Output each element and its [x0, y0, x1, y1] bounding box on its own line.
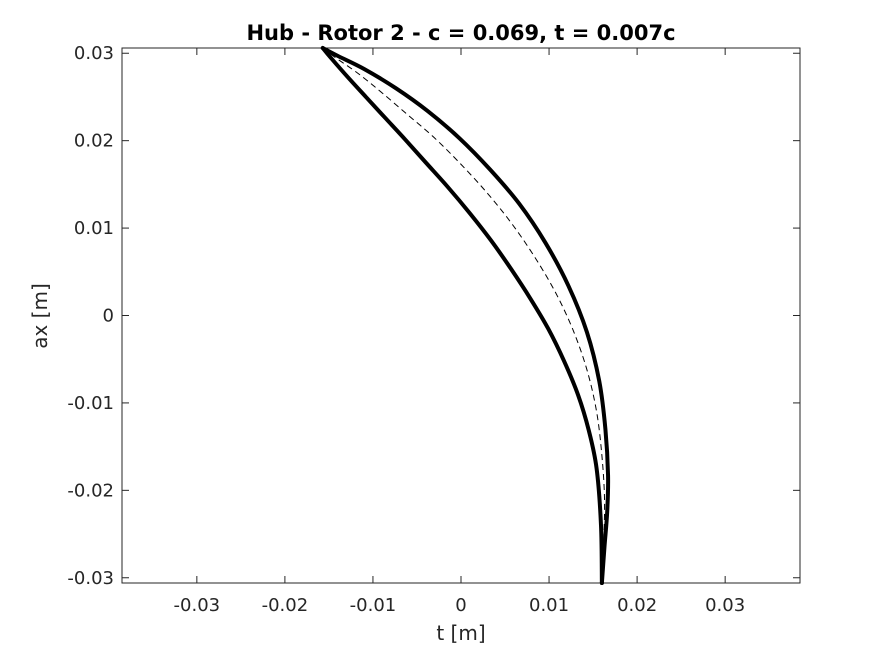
x-tick-label: 0.01: [529, 595, 569, 616]
y-tick-label: 0.02: [74, 131, 114, 152]
chart-title: Hub - Rotor 2 - c = 0.069, t = 0.007c: [246, 21, 675, 45]
suction-side-series: [320, 46, 611, 585]
y-tick-label: -0.02: [67, 480, 114, 501]
y-tick-label: 0: [103, 306, 114, 327]
x-tick-label: -0.01: [350, 595, 397, 616]
x-tick-label: -0.02: [262, 595, 309, 616]
y-tick-label: -0.03: [67, 568, 114, 589]
x-tick-label: 0.03: [705, 595, 745, 616]
plot-area: -0.03 -0.02 -0.01 0 0.01 0.02 0.03 -0.03 -0.02 -0…: [67, 43, 801, 616]
x-axis-label: t [m]: [436, 621, 485, 645]
y-tick-label: -0.01: [67, 393, 114, 414]
pressure-side-series: [320, 46, 604, 585]
x-tick-label: 0.02: [617, 595, 657, 616]
camber-line-series: [322, 47, 606, 584]
y-axis-label: ax [m]: [28, 283, 52, 349]
y-tick-label: 0.03: [74, 43, 114, 64]
x-tick-label: -0.03: [174, 595, 221, 616]
x-tick-label: 0: [455, 595, 466, 616]
y-tick-label: 0.01: [74, 218, 114, 239]
